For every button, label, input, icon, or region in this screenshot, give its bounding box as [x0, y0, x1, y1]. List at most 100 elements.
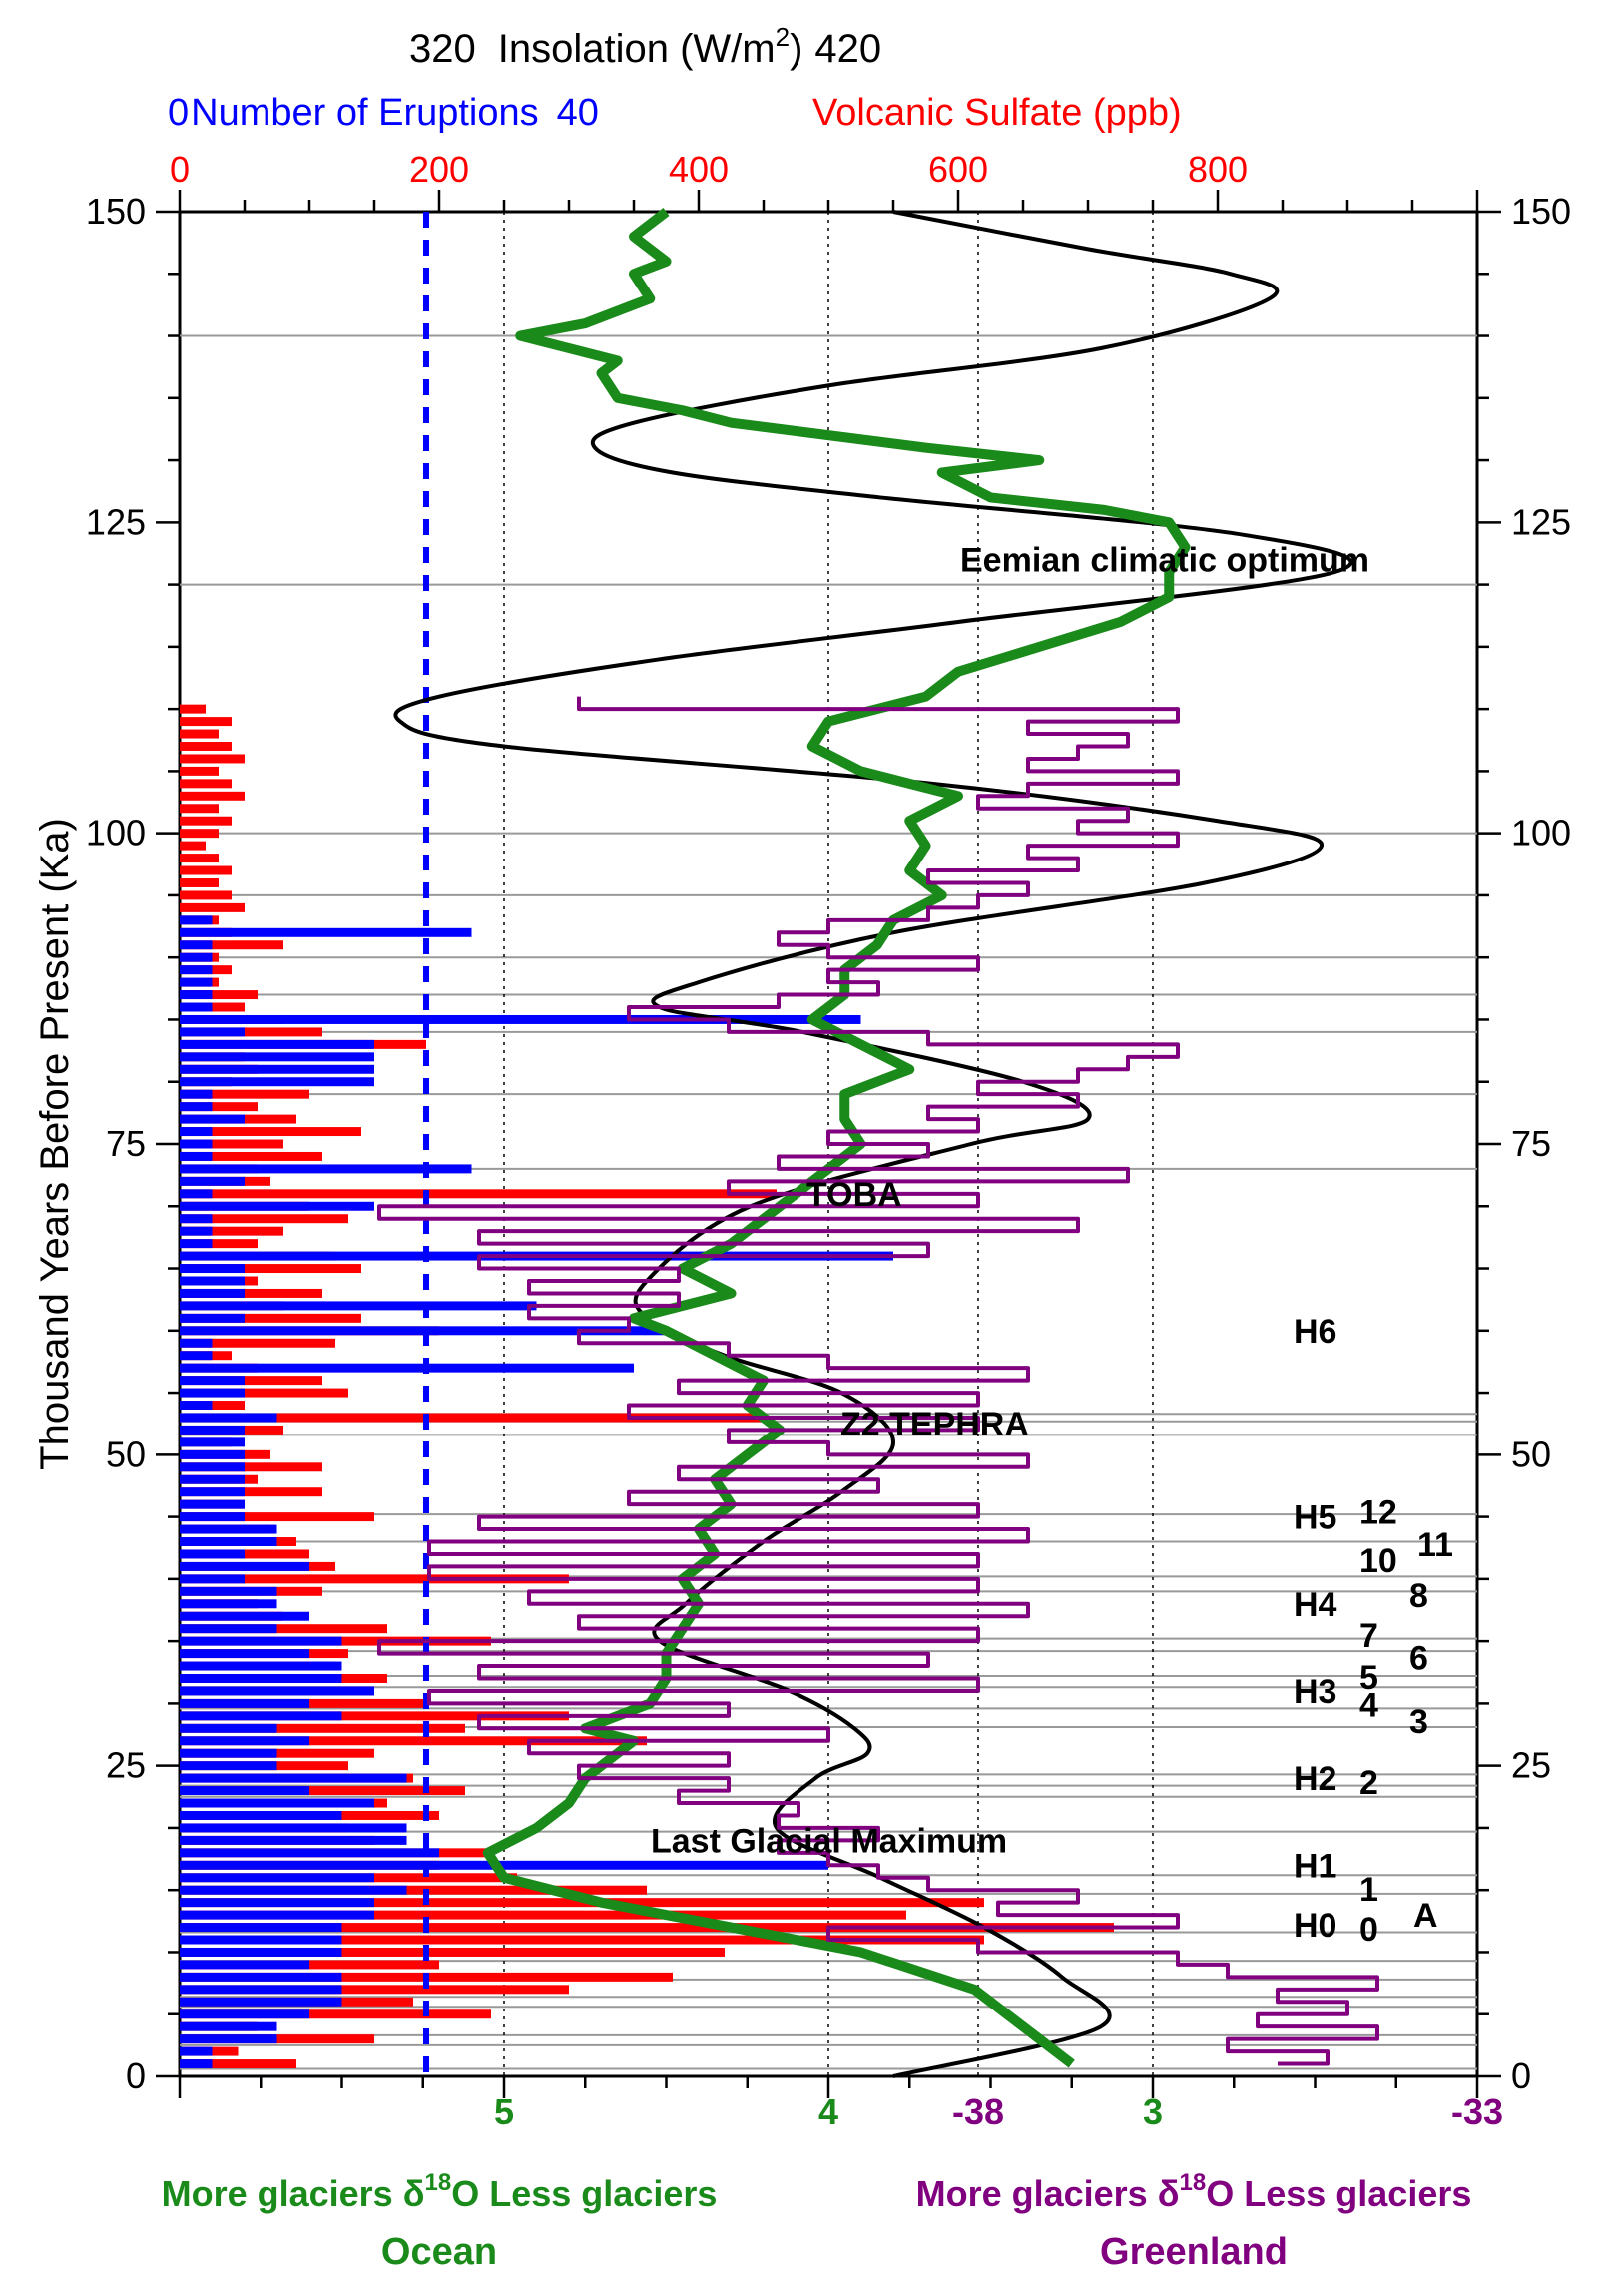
- sulfate-tick-label: 0: [170, 149, 190, 190]
- eruption-bar: [180, 1226, 213, 1236]
- ocean-caption-name: Ocean: [381, 2231, 497, 2273]
- sulfate-bar: [180, 1487, 322, 1497]
- sulfate-bar: [180, 1985, 569, 1995]
- heinrich-label: H2: [1294, 1760, 1336, 1798]
- sulfate-bar: [180, 1139, 283, 1149]
- eruption-bar: [180, 1873, 374, 1883]
- eruption-bar: [180, 940, 213, 950]
- eruption-bar: [180, 1997, 342, 2007]
- eruption-bar: [180, 1537, 277, 1546]
- eruption-bar: [180, 1288, 245, 1298]
- heinrich-label: H1: [1294, 1847, 1336, 1885]
- eruption-bar: [180, 1176, 245, 1186]
- sulfate-bar: [180, 990, 258, 1000]
- insolation-line: [393, 210, 1353, 2078]
- eruption-bar: [180, 2009, 309, 2019]
- sulfate-bar: [180, 1089, 309, 1099]
- y-tick-labels-left: 0 25 50 75 100 125 150: [86, 191, 146, 2096]
- interstadial-label: 6: [1409, 1639, 1428, 1677]
- eruption-bar: [180, 1985, 342, 1995]
- sulfate-tick-label: 600: [928, 149, 988, 190]
- eruption-bar: [180, 1214, 213, 1224]
- y-tick-label-left: 100: [86, 813, 146, 854]
- annotation-eemian: Eemian climatic optimum: [960, 542, 1369, 580]
- eruption-bar: [180, 1524, 277, 1534]
- eruptions-axis-title: 0Number of Eruptions 40: [168, 92, 599, 134]
- sulfate-bar: [180, 1102, 258, 1112]
- eruption-bar: [180, 1077, 374, 1087]
- eruption-bar: [180, 1599, 277, 1609]
- eruption-bar: [180, 1823, 407, 1833]
- ocean-tick-label: 5: [494, 2091, 514, 2132]
- eruption-bar: [180, 1786, 309, 1796]
- sulfate-bar: [180, 1338, 335, 1348]
- sulfate-bar: [180, 742, 232, 751]
- interstadial-label: 7: [1359, 1617, 1378, 1655]
- sulfate-bar: [180, 2059, 296, 2069]
- sulfate-bar: [180, 1923, 1114, 1933]
- sulfate-bar: [180, 1624, 387, 1634]
- interstadial-label: A: [1413, 1897, 1438, 1935]
- heinrich-event-labels: H6 H5 H4 H3 H2 H1 H0: [1294, 1313, 1337, 1945]
- eruption-bar: [180, 1089, 213, 1099]
- sulfate-bar: [180, 766, 219, 776]
- ocean-tick-label: 4: [818, 2091, 838, 2132]
- sulfate-bar: [180, 1226, 283, 1236]
- sulfate-bar: [180, 829, 219, 839]
- eruption-bar: [180, 1561, 309, 1571]
- sulfate-tick-labels: 0 200 400 600 800: [170, 149, 1248, 190]
- interstadial-label: 5: [1359, 1659, 1378, 1697]
- sulfate-bar: [180, 1239, 258, 1249]
- sulfate-bar: [180, 1413, 764, 1423]
- eruption-bar: [180, 1487, 245, 1497]
- sulfate-bar: [180, 1127, 361, 1137]
- eruption-bar: [180, 1549, 245, 1559]
- y-tick-label-left: 25: [106, 1745, 146, 1786]
- eruption-bar: [180, 965, 213, 975]
- eruption-bar: [180, 2059, 213, 2069]
- interstadial-label: 11: [1417, 1526, 1453, 1564]
- eruption-bar: [180, 1052, 374, 1062]
- sulfate-bar: [180, 1151, 322, 1161]
- heinrich-label: H4: [1294, 1586, 1337, 1624]
- eruption-bar: [180, 1835, 407, 1845]
- eruption-bar: [180, 927, 472, 937]
- annotation-toba: TOBA: [806, 1176, 902, 1214]
- interstadial-label: 4: [1359, 1687, 1378, 1725]
- y-tick-label-left: 50: [106, 1434, 146, 1474]
- eruption-bar: [180, 1711, 342, 1721]
- eruption-bar: [180, 1810, 342, 1820]
- eruption-bar: [180, 1947, 342, 1957]
- sulfate-bar: [180, 1288, 322, 1298]
- sulfate-bar: [180, 2009, 491, 2019]
- eruption-bar: [180, 1512, 245, 1522]
- ocean-caption: More glaciers δ18O Less glaciers: [162, 2169, 718, 2214]
- sulfate-bar: [180, 1462, 322, 1472]
- eruption-bar: [180, 1649, 309, 1659]
- eruption-bar: [180, 1674, 342, 1683]
- eruption-bar: [180, 1363, 634, 1373]
- eruption-bar: [180, 915, 213, 925]
- interstadial-label: 0: [1359, 1911, 1378, 1949]
- sulfate-axis-title: Volcanic Sulfate (ppb): [812, 92, 1182, 134]
- eruption-bar: [180, 1201, 374, 1211]
- sulfate-bar: [180, 1885, 647, 1895]
- eruption-bar: [180, 1002, 213, 1012]
- eruption-bar: [180, 1972, 342, 1982]
- interstadial-label: 3: [1409, 1703, 1428, 1741]
- sulfate-bar: [180, 1376, 322, 1386]
- eruption-bar: [180, 1960, 309, 1970]
- eruption-bar: [180, 1898, 374, 1908]
- eruption-bar: [180, 1413, 277, 1423]
- sulfate-bar: [180, 902, 245, 912]
- sulfate-bar: [180, 1264, 361, 1274]
- eruption-bar: [180, 1239, 213, 1249]
- eruption-bar: [180, 1388, 245, 1398]
- y-tick-labels-right: 0 25 50 75 100 125 150: [1511, 191, 1571, 2096]
- eruption-bar: [180, 1437, 245, 1447]
- sulfate-bar: [180, 1388, 348, 1398]
- sulfate-bar: [180, 1935, 984, 1945]
- eruption-bar: [180, 990, 213, 1000]
- eruption-bar: [180, 1636, 342, 1646]
